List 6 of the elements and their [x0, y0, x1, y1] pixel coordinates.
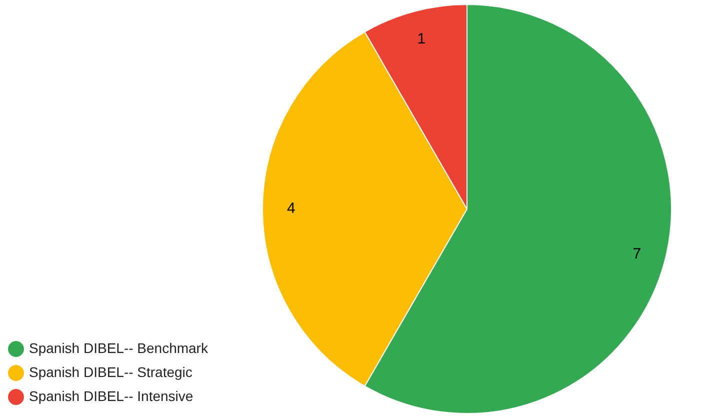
legend-label: Spanish DIBEL-- Intensive [29, 388, 194, 404]
data-label: 4 [286, 200, 296, 218]
data-label: 7 [632, 246, 642, 263]
data-label: 1 [417, 30, 426, 48]
legend-label: Spanish DIBEL-- Benchmark [29, 340, 209, 356]
legend-label: Spanish DIBEL-- Strategic [29, 364, 192, 380]
